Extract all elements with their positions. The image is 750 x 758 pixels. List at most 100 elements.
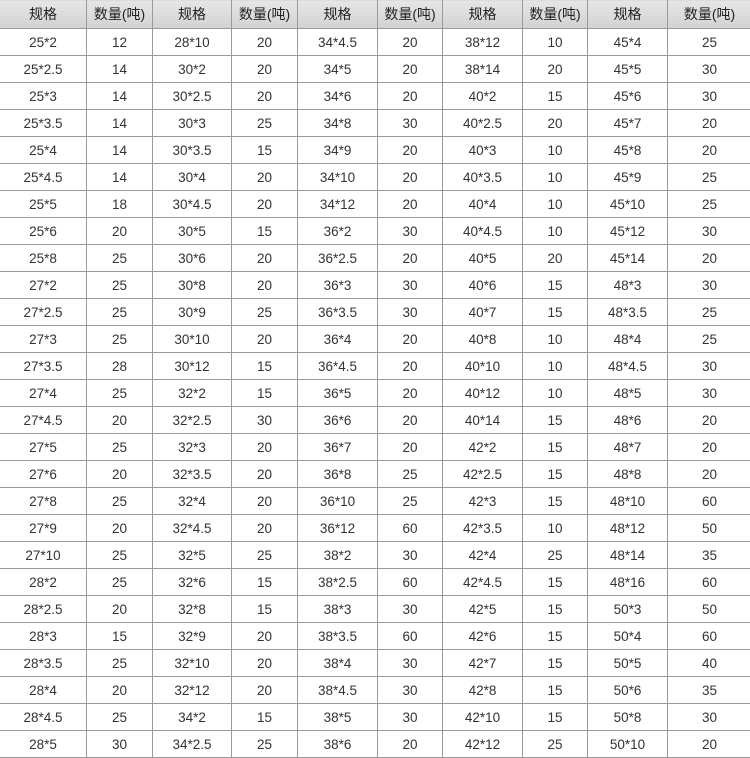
quantity-cell: 10 bbox=[523, 164, 588, 191]
quantity-cell: 20 bbox=[232, 29, 298, 56]
spec-cell: 27*4 bbox=[0, 380, 87, 407]
quantity-cell: 10 bbox=[523, 29, 588, 56]
quantity-cell: 25 bbox=[378, 488, 443, 515]
spec-cell: 36*3 bbox=[298, 272, 378, 299]
spec-cell: 36*4 bbox=[298, 326, 378, 353]
quantity-cell: 30 bbox=[668, 56, 750, 83]
spec-cell: 42*2.5 bbox=[443, 461, 523, 488]
spec-cell: 50*6 bbox=[588, 677, 668, 704]
spec-cell: 45*8 bbox=[588, 137, 668, 164]
quantity-cell: 20 bbox=[668, 461, 750, 488]
spec-cell: 42*4 bbox=[443, 542, 523, 569]
quantity-cell: 20 bbox=[668, 245, 750, 272]
spec-cell: 34*2 bbox=[153, 704, 232, 731]
spec-cell: 25*2 bbox=[0, 29, 87, 56]
quantity-cell: 15 bbox=[523, 488, 588, 515]
spec-cell: 48*12 bbox=[588, 515, 668, 542]
spec-cell: 36*4.5 bbox=[298, 353, 378, 380]
quantity-cell: 30 bbox=[378, 596, 443, 623]
spec-cell: 36*5 bbox=[298, 380, 378, 407]
spec-cell: 40*8 bbox=[443, 326, 523, 353]
spec-cell: 30*12 bbox=[153, 353, 232, 380]
spec-cell: 36*12 bbox=[298, 515, 378, 542]
quantity-cell: 25 bbox=[668, 299, 750, 326]
spec-cell: 48*5 bbox=[588, 380, 668, 407]
quantity-cell: 20 bbox=[378, 353, 443, 380]
quantity-cell: 20 bbox=[668, 110, 750, 137]
quantity-cell: 15 bbox=[523, 623, 588, 650]
spec-cell: 27*8 bbox=[0, 488, 87, 515]
spec-cell: 45*12 bbox=[588, 218, 668, 245]
quantity-cell: 20 bbox=[668, 434, 750, 461]
quantity-cell: 20 bbox=[378, 56, 443, 83]
spec-cell: 30*10 bbox=[153, 326, 232, 353]
spec-cell: 30*2 bbox=[153, 56, 232, 83]
spec-cell: 45*5 bbox=[588, 56, 668, 83]
quantity-cell: 50 bbox=[668, 596, 750, 623]
quantity-cell: 15 bbox=[232, 596, 298, 623]
quantity-cell: 20 bbox=[232, 650, 298, 677]
spec-cell: 48*7 bbox=[588, 434, 668, 461]
header-quantity: 数量(吨) bbox=[668, 0, 750, 29]
header-spec: 规格 bbox=[0, 0, 87, 29]
quantity-cell: 25 bbox=[523, 731, 588, 758]
quantity-cell: 15 bbox=[523, 650, 588, 677]
quantity-cell: 35 bbox=[668, 542, 750, 569]
quantity-cell: 20 bbox=[378, 434, 443, 461]
quantity-cell: 60 bbox=[378, 623, 443, 650]
quantity-cell: 15 bbox=[232, 353, 298, 380]
quantity-cell: 10 bbox=[523, 218, 588, 245]
spec-cell: 38*3 bbox=[298, 596, 378, 623]
spec-cell: 48*16 bbox=[588, 569, 668, 596]
spec-cell: 38*14 bbox=[443, 56, 523, 83]
spec-cell: 27*2.5 bbox=[0, 299, 87, 326]
header-spec: 规格 bbox=[588, 0, 668, 29]
quantity-cell: 15 bbox=[232, 218, 298, 245]
quantity-cell: 25 bbox=[87, 299, 153, 326]
quantity-cell: 60 bbox=[378, 515, 443, 542]
quantity-cell: 25 bbox=[87, 434, 153, 461]
quantity-cell: 20 bbox=[378, 83, 443, 110]
spec-cell: 30*3.5 bbox=[153, 137, 232, 164]
spec-cell: 25*6 bbox=[0, 218, 87, 245]
quantity-cell: 20 bbox=[232, 515, 298, 542]
quantity-cell: 20 bbox=[232, 488, 298, 515]
spec-cell: 34*9 bbox=[298, 137, 378, 164]
spec-cell: 38*5 bbox=[298, 704, 378, 731]
quantity-cell: 20 bbox=[378, 407, 443, 434]
quantity-cell: 30 bbox=[378, 299, 443, 326]
quantity-cell: 25 bbox=[232, 299, 298, 326]
quantity-cell: 15 bbox=[232, 704, 298, 731]
quantity-cell: 15 bbox=[523, 677, 588, 704]
spec-cell: 27*5 bbox=[0, 434, 87, 461]
quantity-cell: 30 bbox=[87, 731, 153, 758]
spec-cell: 25*5 bbox=[0, 191, 87, 218]
quantity-cell: 40 bbox=[668, 650, 750, 677]
quantity-cell: 35 bbox=[668, 677, 750, 704]
quantity-cell: 20 bbox=[87, 677, 153, 704]
header-spec: 规格 bbox=[153, 0, 232, 29]
quantity-cell: 20 bbox=[378, 191, 443, 218]
spec-cell: 48*3.5 bbox=[588, 299, 668, 326]
spec-cell: 30*6 bbox=[153, 245, 232, 272]
spec-cell: 30*9 bbox=[153, 299, 232, 326]
header-quantity: 数量(吨) bbox=[523, 0, 588, 29]
spec-cell: 30*8 bbox=[153, 272, 232, 299]
spec-cell: 38*12 bbox=[443, 29, 523, 56]
spec-cell: 32*9 bbox=[153, 623, 232, 650]
quantity-cell: 25 bbox=[87, 272, 153, 299]
spec-cell: 32*6 bbox=[153, 569, 232, 596]
